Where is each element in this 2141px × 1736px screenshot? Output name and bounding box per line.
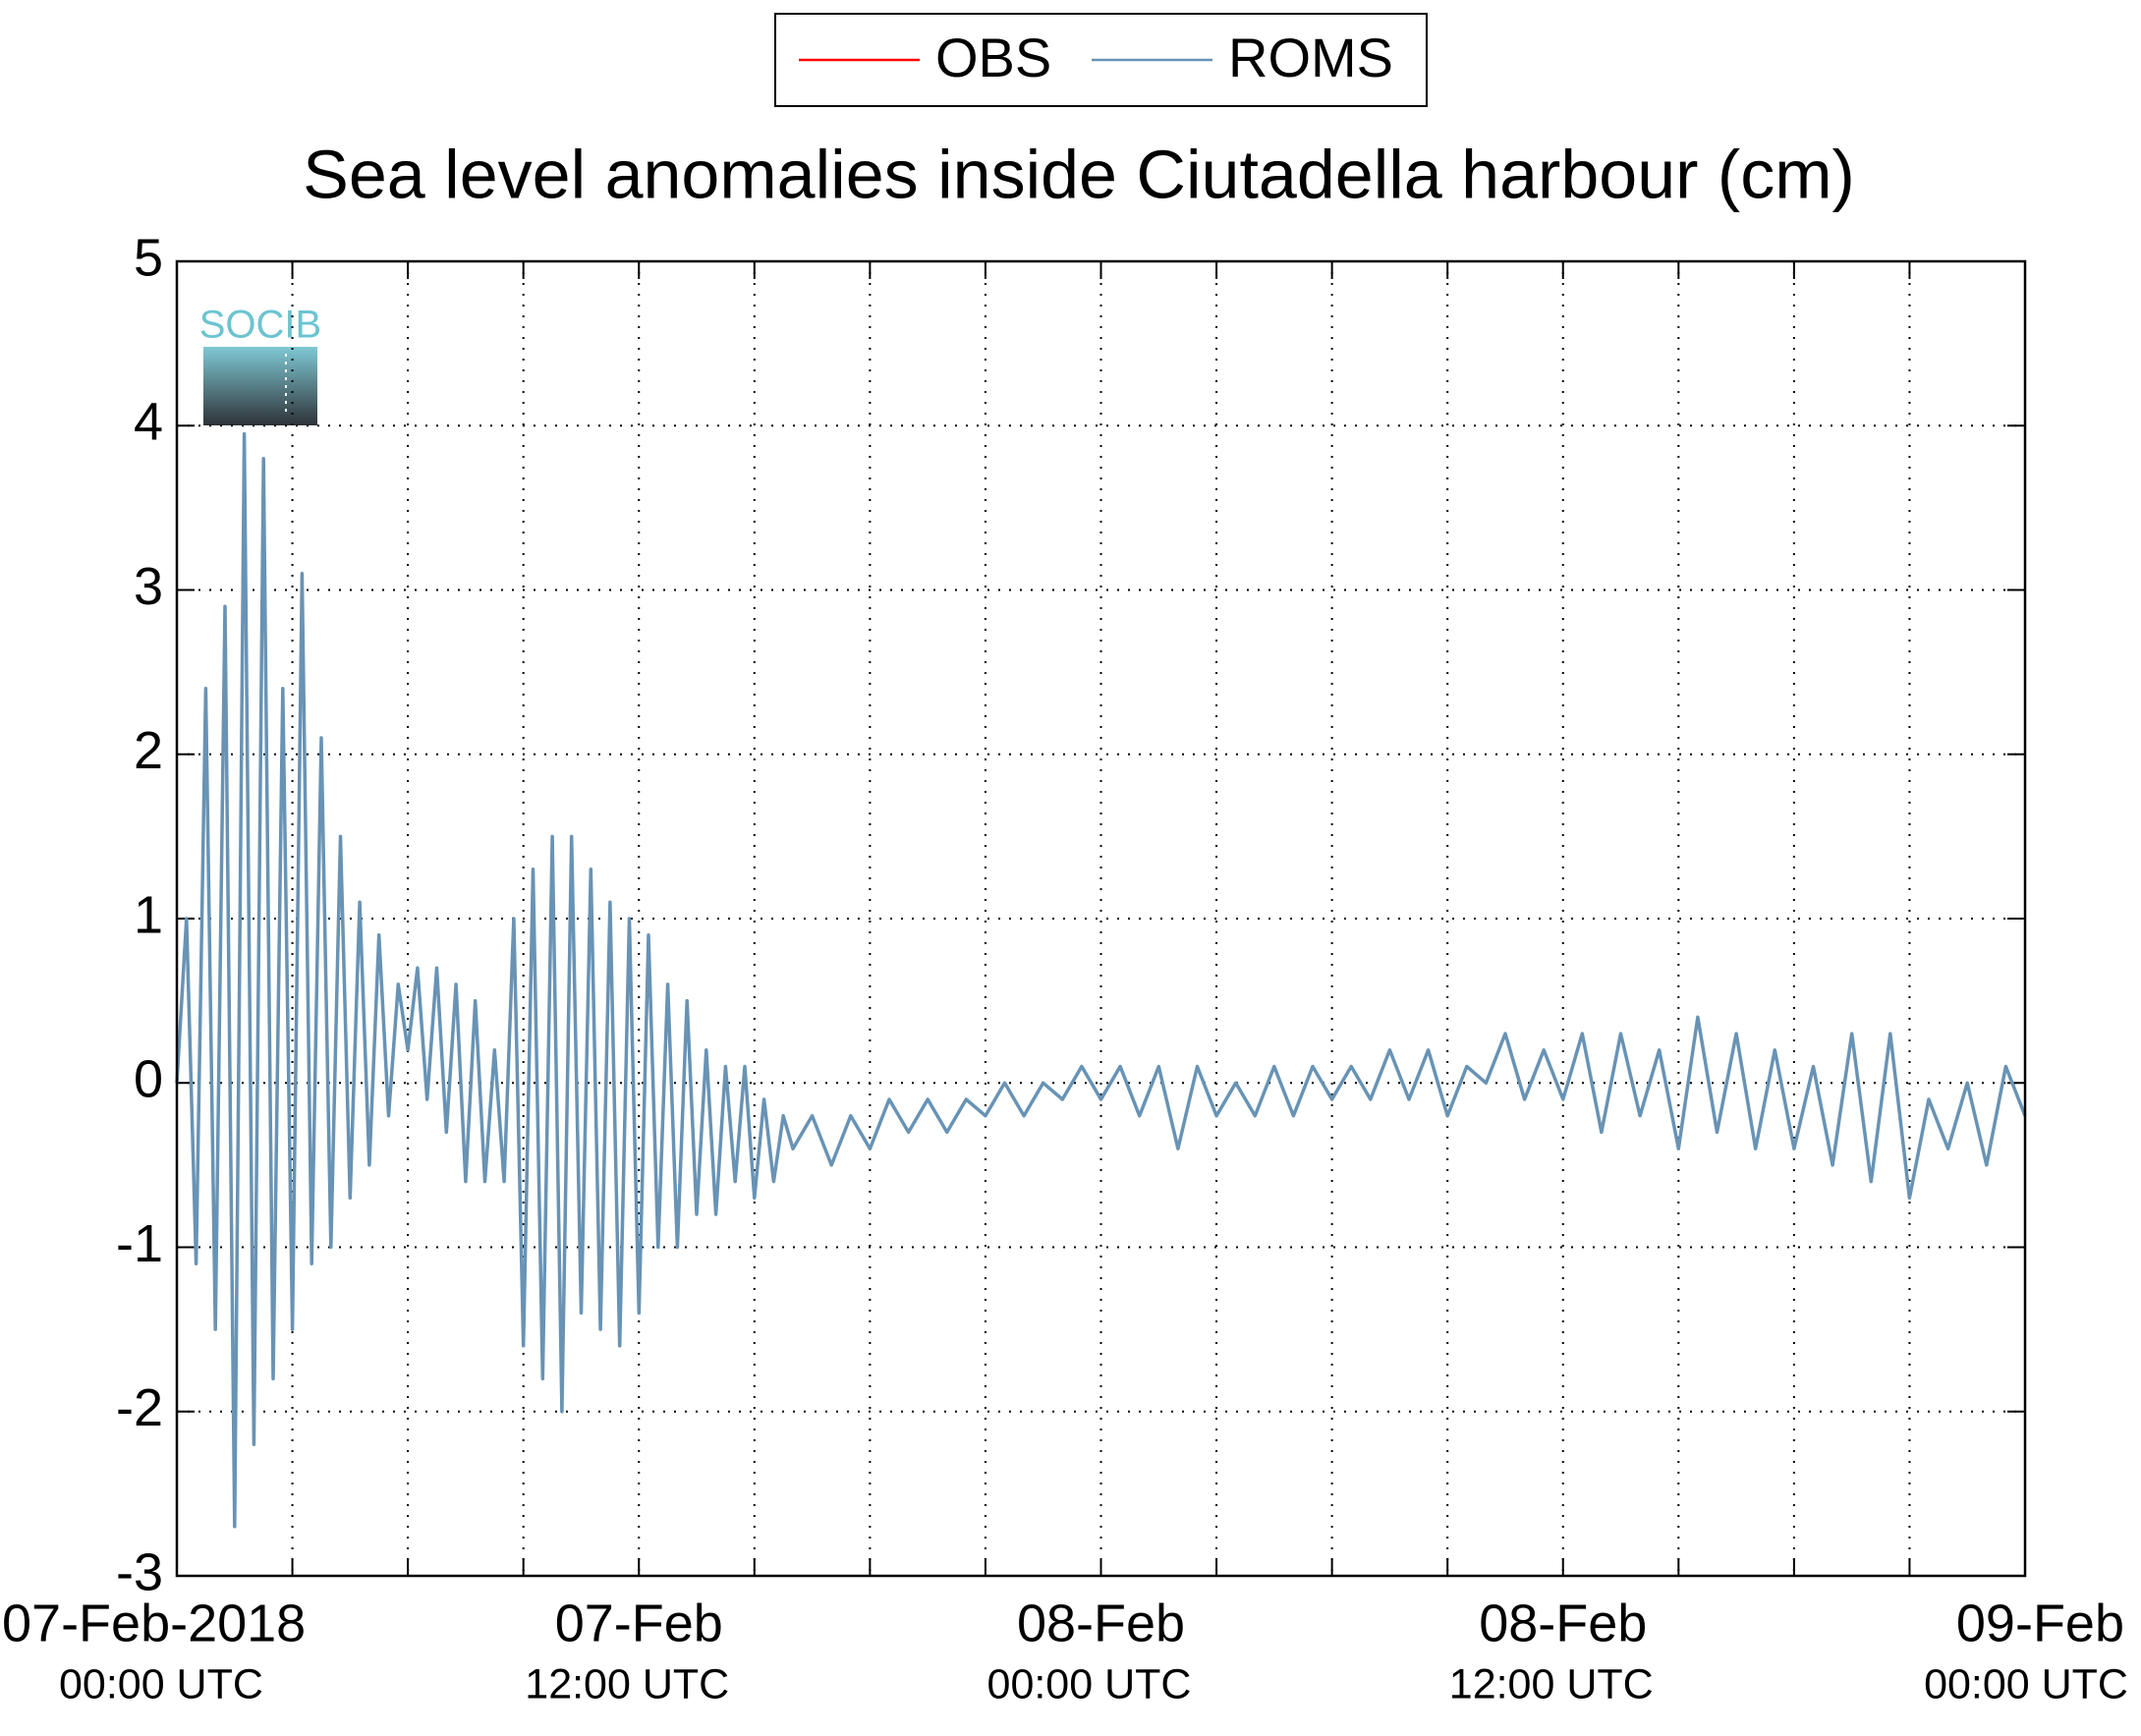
logo: SOCIB	[199, 304, 321, 425]
y-tick-label: 4	[134, 393, 163, 452]
chart-title: Sea level anomalies inside Ciutadella ha…	[303, 136, 1855, 212]
x-tick-label: 07-Feb-2018	[2, 1594, 306, 1652]
x-tick-sublabel: 00:00 UTC	[1924, 1660, 2128, 1708]
y-tick-label: -1	[116, 1214, 163, 1273]
plot-frame	[175, 259, 2027, 1578]
x-tick-sublabel: 12:00 UTC	[1449, 1660, 1654, 1708]
y-tick-label: 5	[134, 228, 163, 287]
x-tick-sublabel: 00:00 UTC	[59, 1660, 263, 1708]
data-line	[175, 431, 2027, 1529]
y-tick-label: -3	[116, 1542, 163, 1601]
x-tick-label: 09-Feb	[1956, 1594, 2124, 1652]
logo-wave	[203, 347, 317, 425]
y-tick-label: 3	[134, 557, 163, 616]
logo-text: SOCIB	[199, 304, 321, 347]
legend-label: OBS	[935, 27, 1051, 88]
y-tick-label: 2	[134, 721, 163, 780]
x-tick-label: 08-Feb	[1479, 1594, 1647, 1652]
x-tick-label: 07-Feb	[555, 1594, 723, 1652]
y-tick-label: 1	[134, 885, 163, 944]
legend-label: ROMS	[1228, 27, 1393, 88]
y-tick-label: -2	[116, 1378, 163, 1437]
x-tick-sublabel: 12:00 UTC	[525, 1660, 729, 1708]
x-tick-label: 08-Feb	[1017, 1594, 1185, 1652]
y-tick-label: 0	[134, 1050, 163, 1109]
x-tick-sublabel: 00:00 UTC	[987, 1660, 1192, 1708]
